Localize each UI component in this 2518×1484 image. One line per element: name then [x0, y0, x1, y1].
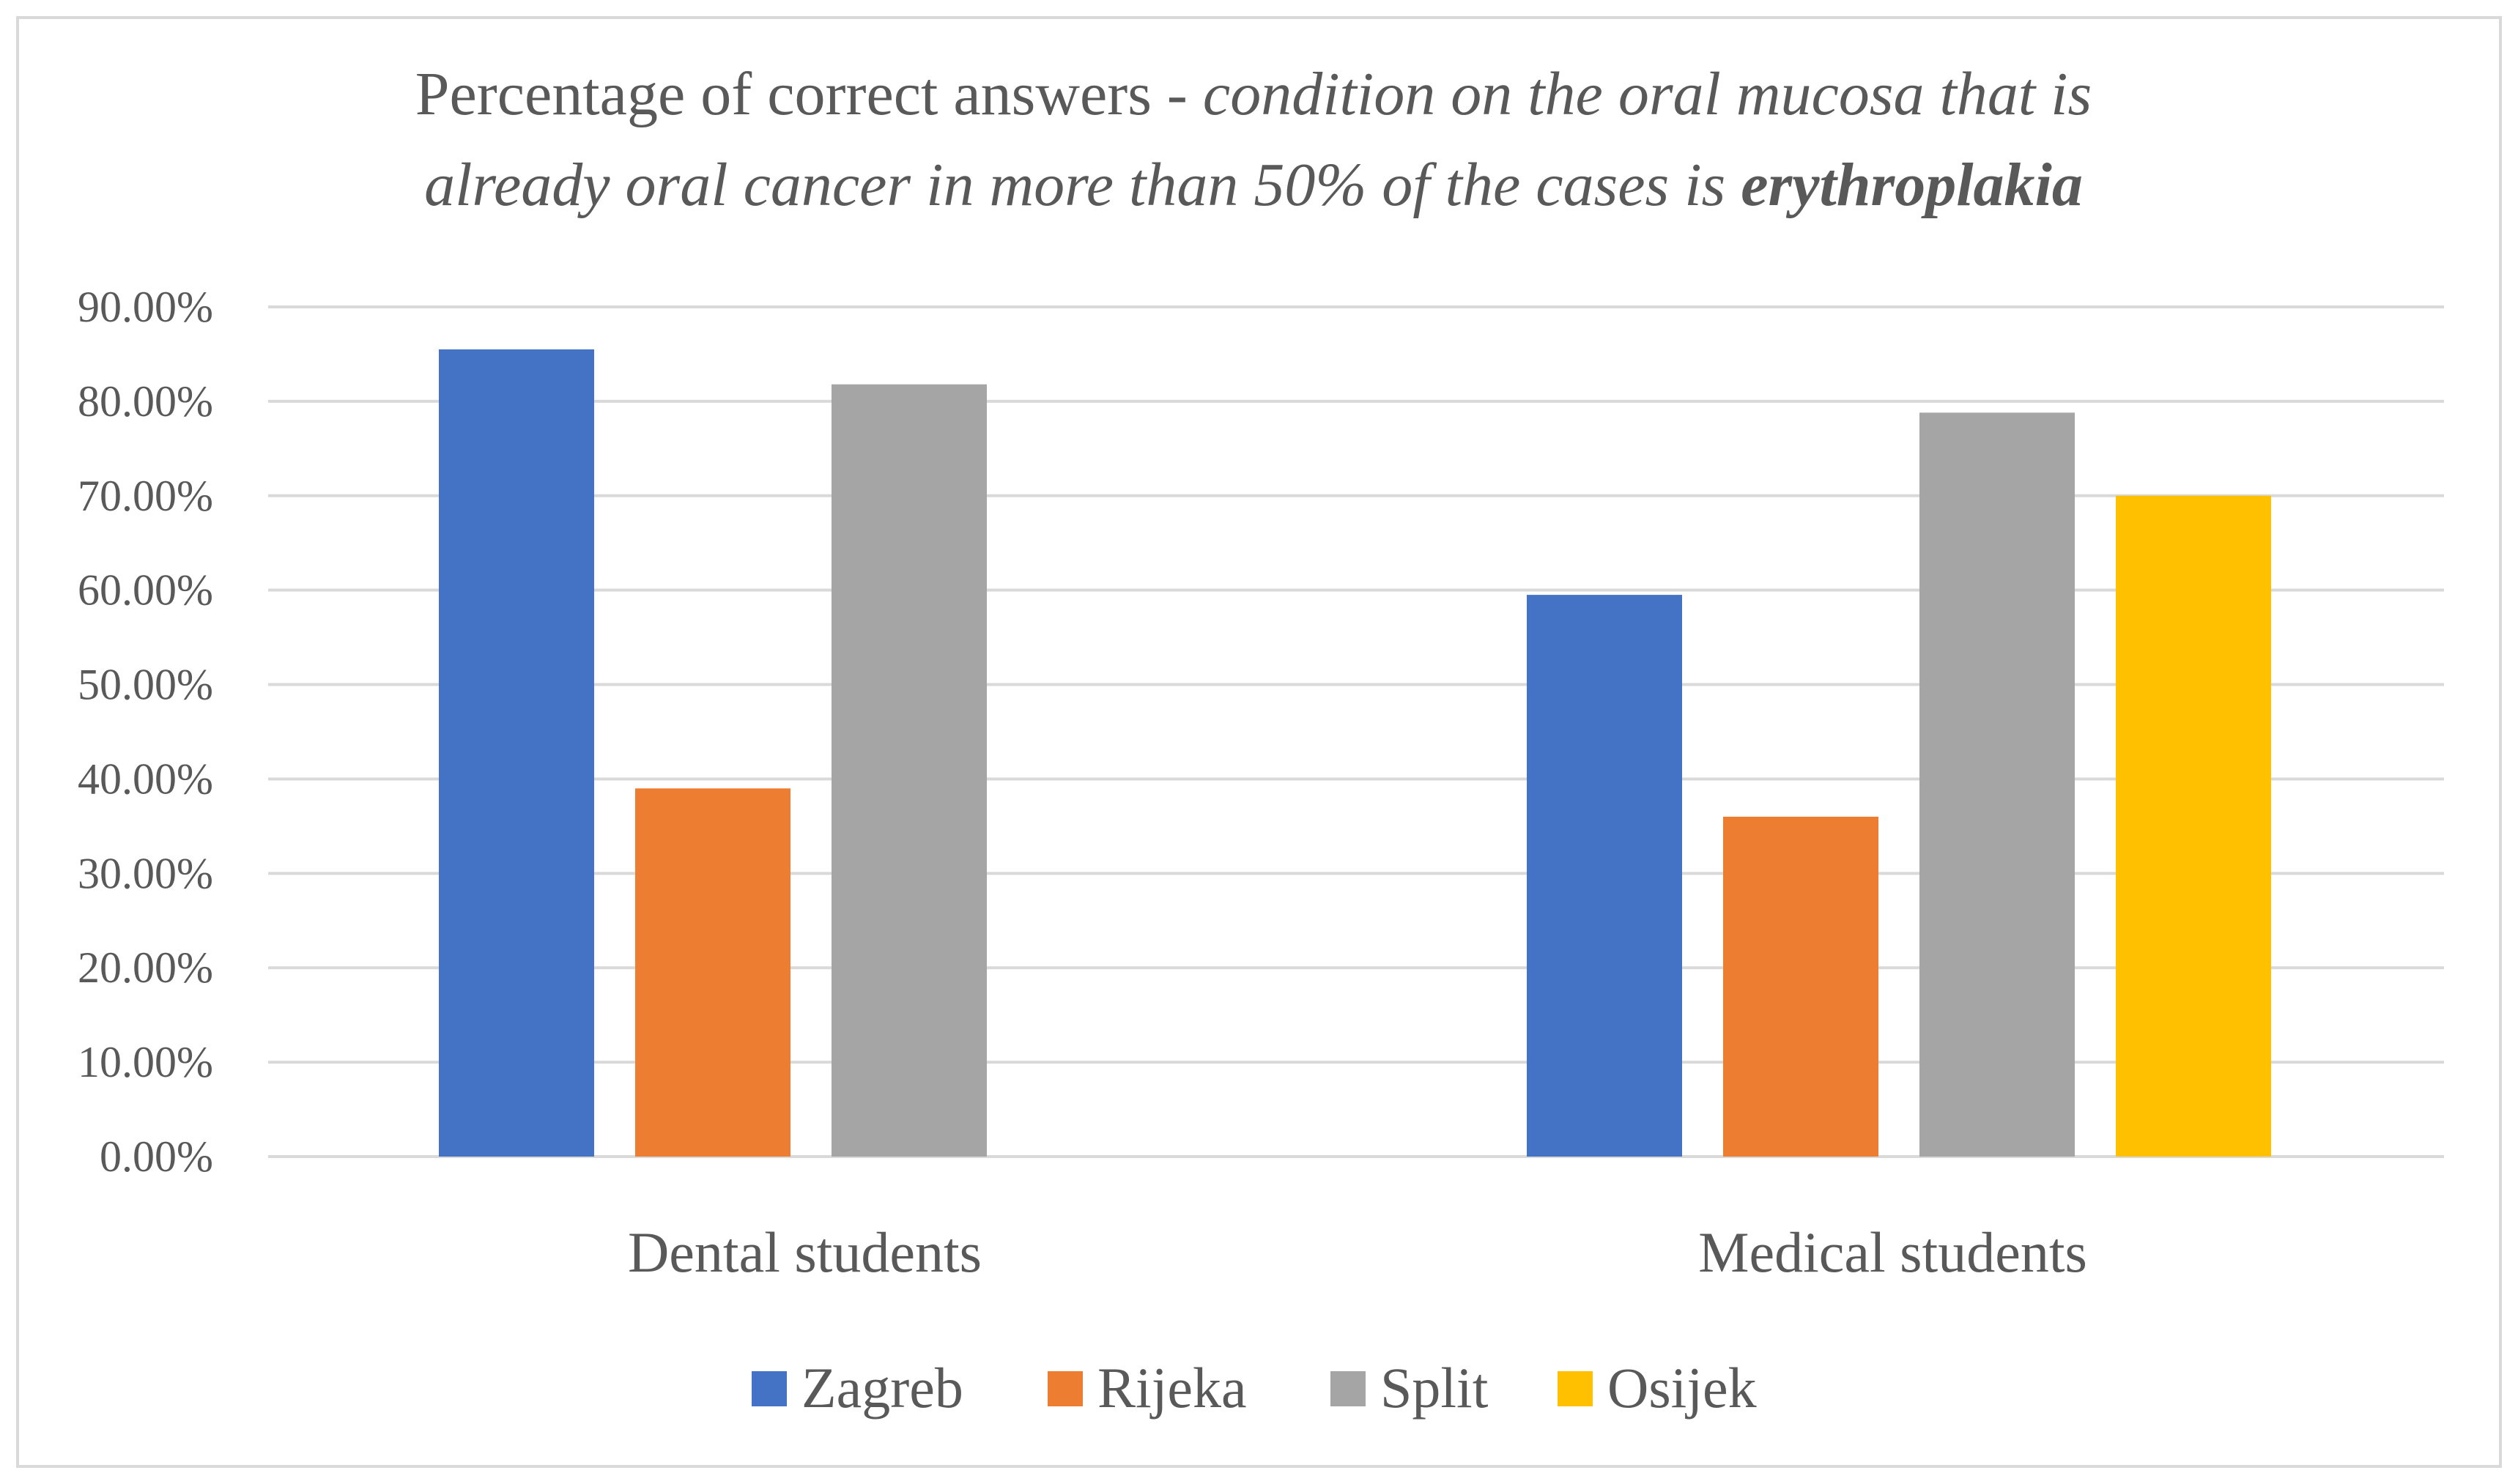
chart-frame: Percentage of correct answers - conditio…	[16, 16, 2502, 1468]
x-category-label: Medical students	[1698, 1220, 2087, 1284]
chart-title-italic-1: condition on the oral mucosa that is	[1203, 60, 2092, 128]
legend-label-osijek: Osijek	[1607, 1356, 1757, 1420]
y-tick-label: 60.00%	[78, 566, 213, 615]
chart-title-line-2: already oral cancer in more than 50% of …	[424, 151, 2083, 219]
chart-title-line-1: Percentage of correct answers - conditio…	[415, 60, 2092, 128]
bar-rijeka-medical	[1723, 817, 1878, 1157]
y-tick-label: 40.00%	[78, 754, 213, 803]
y-tick-label: 50.00%	[78, 661, 213, 709]
legend: Zagreb Rijeka Split Osijek	[752, 1356, 1757, 1420]
gridlines	[268, 305, 2444, 1158]
x-category-label: Dental students	[628, 1220, 982, 1284]
y-tick-label: 30.00%	[78, 849, 213, 897]
bars	[439, 349, 2271, 1157]
legend-swatch-split	[1330, 1371, 1366, 1406]
legend-label-zagreb: Zagreb	[801, 1356, 963, 1420]
y-tick-label: 10.00%	[78, 1038, 213, 1086]
legend-swatch-rijeka	[1048, 1371, 1083, 1406]
legend-swatch-osijek	[1558, 1371, 1593, 1406]
chart-title-plain: Percentage of correct answers -	[415, 60, 1203, 128]
legend-label-rijeka: Rijeka	[1097, 1356, 1247, 1420]
legend-label-split: Split	[1380, 1356, 1489, 1420]
x-axis-categories: Dental students Medical students	[628, 1220, 2087, 1284]
y-tick-label: 90.00%	[78, 283, 213, 331]
y-axis-ticks: 0.00% 10.00% 20.00% 30.00% 40.00% 50.00% 60.00…	[78, 283, 213, 1181]
bar-zagreb-medical	[1527, 595, 1682, 1157]
y-tick-label: 20.00%	[78, 943, 213, 992]
bar-chart: Percentage of correct answers - conditio…	[78, 60, 2444, 1420]
bar-zagreb-dental	[439, 349, 594, 1157]
bar-osijek-medical	[2116, 495, 2271, 1157]
bar-rijeka-dental	[635, 788, 790, 1157]
bar-split-medical	[1919, 412, 2075, 1157]
y-tick-label: 0.00%	[100, 1132, 213, 1181]
chart-title-italic-2: already oral cancer in more than 50% of …	[424, 151, 1741, 219]
chart-title-bold: erythroplakia	[1741, 151, 2083, 219]
bar-split-dental	[832, 384, 987, 1157]
y-tick-label: 70.00%	[78, 472, 213, 520]
y-tick-label: 80.00%	[78, 377, 213, 426]
legend-swatch-zagreb	[752, 1371, 787, 1406]
